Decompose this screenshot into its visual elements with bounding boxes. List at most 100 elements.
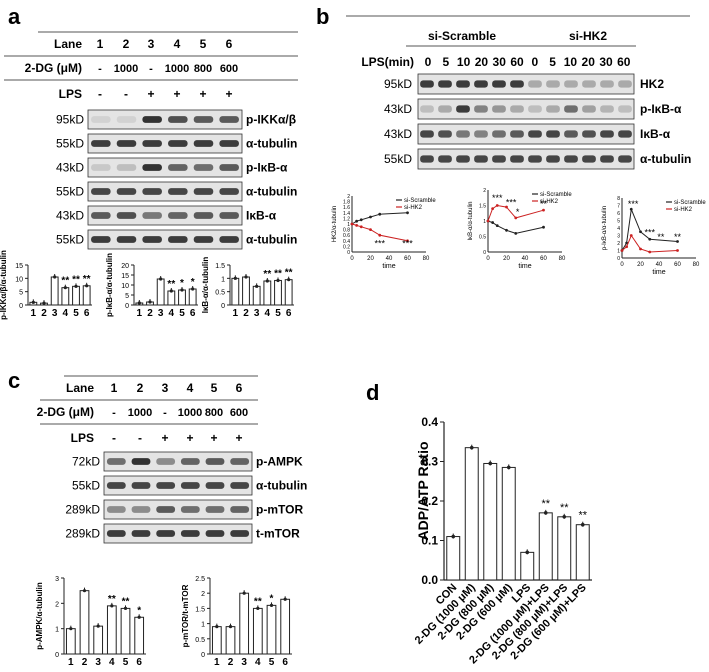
dg-value: -: [112, 407, 116, 419]
blot-band: [205, 506, 225, 513]
blot-strip: [87, 157, 243, 178]
blot-band: [168, 116, 188, 123]
data-point: [255, 284, 259, 288]
blot-band: [420, 80, 434, 88]
y-tick-label: 2: [201, 591, 205, 598]
data-point: [491, 221, 495, 224]
y-tick-label: 0.3: [421, 455, 438, 469]
x-tick-label: 3: [52, 308, 58, 319]
y-tick-label: 1: [617, 249, 620, 255]
lps-value: -: [138, 431, 142, 445]
significance-mark: **: [263, 269, 271, 280]
protein-label: HK2: [640, 77, 664, 91]
legend-entry: si-Scramble: [404, 198, 436, 204]
blot-band: [219, 140, 239, 147]
y-tick-label: 1.5: [195, 606, 205, 613]
significance-mark: **: [541, 498, 550, 510]
blot-band: [142, 116, 162, 123]
lps-value: -: [98, 87, 102, 101]
y-tick-label: 0: [201, 652, 205, 659]
blot-strip: [87, 133, 243, 154]
data-point: [265, 279, 269, 283]
molecular-weight-label: 72kD: [72, 454, 100, 468]
data-point: [180, 288, 184, 292]
protein-label: p-IKKα/β: [246, 112, 296, 126]
lane-number: 2: [123, 37, 130, 51]
x-tick-label: 2: [41, 308, 47, 319]
significance-mark: ***: [628, 199, 639, 209]
bar: [61, 287, 70, 306]
dg-value: -: [149, 63, 153, 75]
bar: [93, 625, 104, 655]
blot-band: [142, 188, 162, 195]
lane-numbers: 1 2 3 4 5 6: [111, 381, 243, 395]
protein-label: t-mTOR: [256, 526, 300, 540]
data-point: [469, 445, 474, 450]
bar: [65, 628, 76, 655]
blot-band: [168, 236, 188, 243]
data-point: [505, 205, 508, 209]
significance-mark: **: [72, 274, 80, 285]
significance-mark: **: [285, 268, 293, 279]
significance-mark: **: [108, 594, 116, 605]
blot-band: [91, 188, 111, 195]
data-point: [137, 301, 141, 305]
blot-band: [116, 116, 137, 123]
data-point: [244, 275, 248, 279]
y-tick-label: 2.5: [195, 576, 205, 583]
blot-band: [106, 458, 126, 465]
dg-value: 1000: [165, 63, 189, 75]
blot-band: [193, 164, 214, 171]
protein-label: α-tubulin: [640, 152, 691, 166]
blot-band: [230, 530, 250, 537]
lps-value: -: [112, 431, 116, 445]
bar: [188, 288, 197, 306]
data-point: [42, 301, 46, 305]
x-tick-label: 5: [269, 657, 275, 668]
data-point: [676, 240, 679, 243]
molecular-weight-label: 55kD: [56, 232, 84, 246]
protein-label: p-IκB-α: [640, 102, 682, 116]
blot-band: [492, 155, 506, 163]
legend-entry: si-HK2: [404, 205, 423, 211]
data-point: [625, 245, 629, 249]
bar: [538, 512, 553, 581]
blot-band: [546, 155, 560, 163]
x-tick-label: 1: [214, 657, 220, 668]
lps-value: +: [161, 431, 168, 445]
lane-number: 4: [174, 37, 181, 51]
data-point: [359, 225, 363, 229]
molecular-weight-label: 43kD: [384, 127, 412, 141]
y-tick-label: 5: [19, 290, 23, 297]
data-point: [495, 224, 499, 228]
blot-band: [106, 482, 126, 489]
significance-mark: **: [83, 274, 91, 285]
y-tick-label: 5: [125, 293, 129, 300]
y-axis-label: HK2/α-tubulin: [332, 206, 338, 243]
data-point: [451, 534, 456, 539]
bar: [274, 279, 282, 306]
blot-band: [193, 140, 214, 147]
significance-mark: ***: [506, 198, 517, 208]
bar: [252, 285, 261, 306]
blot-band: [492, 105, 506, 113]
blot-band: [131, 458, 151, 465]
blot-band: [230, 482, 250, 489]
data-point: [369, 228, 372, 232]
dg-value: -: [98, 63, 102, 75]
blot-band: [420, 130, 434, 138]
blot-band: [142, 236, 162, 243]
blot-band: [131, 506, 151, 513]
blot-band: [193, 188, 214, 195]
molecular-weight-label: 43kD: [56, 160, 84, 174]
lane-number: 5: [200, 37, 207, 51]
blot-band: [91, 116, 111, 123]
dg-label: 2-DG (μM): [37, 405, 94, 419]
legend-entry: si-Scramble: [674, 200, 706, 206]
data-point: [378, 233, 382, 237]
data-point: [359, 218, 363, 222]
blot-band: [193, 236, 214, 243]
